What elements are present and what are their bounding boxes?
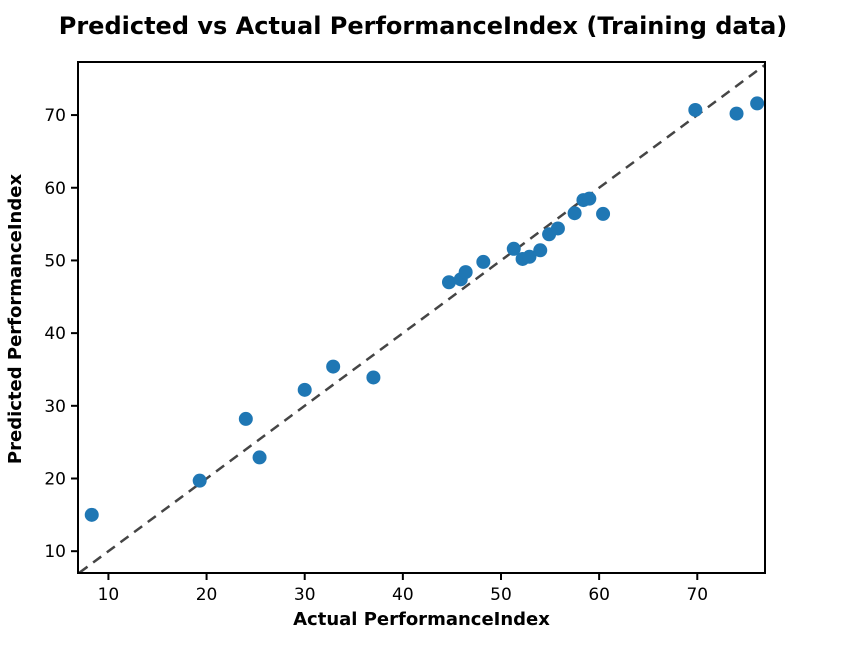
plot-border <box>77 61 766 574</box>
x-tick-label: 70 <box>686 585 708 605</box>
y-tick-label: 40 <box>44 324 66 344</box>
x-tick-label: 60 <box>588 585 610 605</box>
scatter-point <box>567 206 582 221</box>
scatter-point <box>729 106 744 121</box>
scatter-point <box>506 241 521 256</box>
y-tick-label: 30 <box>44 397 66 417</box>
scatter-point <box>750 96 765 111</box>
x-tick-label: 50 <box>490 585 512 605</box>
scatter-point <box>252 450 267 465</box>
scatter-point <box>366 370 381 385</box>
x-axis-label: Actual PerformanceIndex <box>293 609 550 630</box>
x-tick-label: 30 <box>294 585 316 605</box>
scatter-point <box>550 221 565 236</box>
x-tick-label: 40 <box>392 585 414 605</box>
scatter-point <box>476 254 491 269</box>
scatter-point <box>84 507 99 522</box>
chart-title: Predicted vs Actual PerformanceIndex (Tr… <box>58 12 788 40</box>
identity-line <box>78 64 766 574</box>
scatter-point <box>522 249 537 264</box>
scatter-point <box>238 411 253 426</box>
scatter-point <box>596 206 611 221</box>
x-tick-label: 10 <box>98 585 120 605</box>
y-tick-label: 50 <box>44 251 66 271</box>
y-tick-label: 60 <box>44 179 66 199</box>
scatter-point <box>582 191 597 206</box>
scatter-point <box>441 275 456 290</box>
scatter-point <box>192 473 207 488</box>
scatter-point <box>688 102 703 117</box>
scatter-point <box>297 382 312 397</box>
scatter-point <box>458 265 473 280</box>
x-tick-label: 20 <box>196 585 218 605</box>
y-tick-label: 70 <box>44 106 66 126</box>
scatter-point <box>326 359 341 374</box>
y-tick-label: 20 <box>44 470 66 490</box>
y-axis-label: Predicted PerformanceIndex <box>5 173 26 465</box>
y-tick-label: 10 <box>44 542 66 562</box>
scatter-point <box>533 243 548 258</box>
